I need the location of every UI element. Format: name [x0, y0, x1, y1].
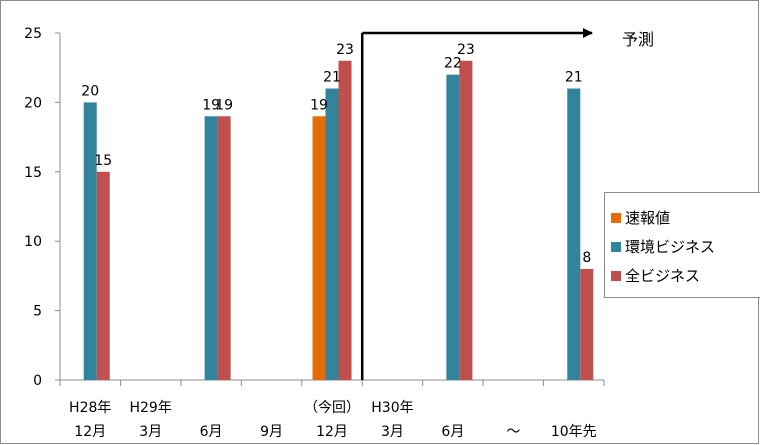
data-label: 23: [336, 42, 354, 58]
x-tick-label-bottom: 6月: [441, 424, 464, 440]
y-tick-label: 15: [24, 165, 42, 181]
x-tick-label-bottom: 3月: [139, 424, 162, 440]
data-label: 19: [310, 97, 328, 113]
y-tick-label: 0: [33, 373, 42, 389]
legend-label-all-business: 全ビジネス: [625, 267, 701, 285]
x-tick-label-bottom: 3月: [381, 424, 404, 440]
legend-swatch-all-business: [611, 270, 621, 281]
data-label: 20: [81, 83, 99, 99]
bar: [459, 60, 473, 380]
forecast-label: 予測: [622, 30, 655, 49]
x-tick-label-bottom: 9月: [260, 424, 283, 440]
x-tick-label-top: H30年: [371, 400, 413, 416]
data-label: 15: [94, 153, 112, 169]
legend-label-environmental-business: 環境ビジネス: [625, 238, 716, 256]
bar: [325, 88, 339, 381]
legend-swatch-preliminary: [611, 212, 621, 223]
data-label: 19: [215, 97, 233, 113]
y-tick-label: 5: [33, 304, 42, 320]
y-tick-label: 25: [24, 26, 42, 42]
bar: [204, 116, 218, 380]
bar: [83, 102, 97, 381]
data-label: 23: [457, 42, 475, 58]
bar: [446, 74, 460, 380]
bar: [312, 116, 326, 380]
x-tick-label-bottom: 12月: [74, 424, 106, 440]
x-tick-label-bottom: 10年先: [551, 424, 597, 440]
data-label: 21: [565, 70, 583, 86]
legend-item-all-business: 全ビジネス: [605, 261, 760, 290]
bar: [580, 268, 594, 380]
legend-swatch-environmental-business: [611, 241, 621, 252]
x-tick-label-top: H29年: [129, 400, 171, 416]
x-tick-label-bottom: 12月: [316, 424, 348, 440]
y-tick-label: 10: [24, 234, 42, 250]
x-tick-label-bottom: 6月: [200, 424, 223, 440]
data-label: 22: [444, 56, 462, 72]
bar: [567, 88, 581, 381]
bar: [96, 171, 110, 380]
legend-item-environmental-business: 環境ビジネス: [605, 232, 760, 261]
bar: [338, 60, 352, 380]
data-label: 19: [202, 97, 220, 113]
bar: [217, 116, 231, 380]
legend-label-preliminary: 速報値: [625, 209, 671, 227]
y-tick-label: 20: [24, 95, 42, 111]
data-label: 21: [323, 70, 341, 86]
x-tick-label-bottom: 〜: [506, 424, 520, 440]
x-tick-label-top: H28年: [69, 400, 111, 416]
x-tick-label-top: （今回）: [304, 400, 360, 416]
data-label: 8: [582, 250, 591, 266]
legend: 速報値 環境ビジネス 全ビジネス: [604, 192, 760, 298]
legend-item-preliminary: 速報値: [605, 203, 760, 232]
